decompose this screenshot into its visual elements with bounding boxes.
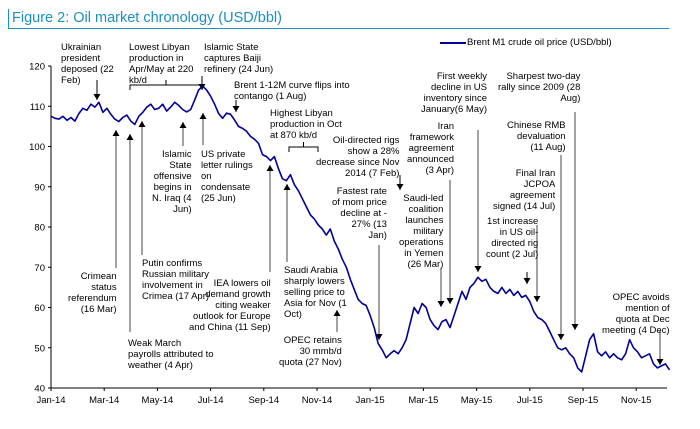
x-tick-label: Nov-15 (621, 395, 652, 406)
annotation-arrow-ukraine (93, 80, 101, 100)
y-tick-label: 40 (34, 384, 45, 395)
y-tick-label: 90 (34, 182, 45, 193)
y-tick-label: 100 (29, 142, 45, 153)
annotation-rmb: Chinese RMB devaluation (11 Aug) (507, 120, 566, 153)
x-tick-label: Jul-15 (517, 395, 543, 406)
x-tick-label: Jan-14 (36, 395, 65, 406)
arrow-head (126, 134, 134, 140)
annotation-arrow-rally (571, 112, 579, 330)
annotation-arrow-rig-increase (523, 272, 531, 284)
annotation-opec-nov: OPEC retains 30 mmb/d quota (27 Nov) (279, 335, 342, 368)
arrow-head (283, 184, 291, 190)
annotation-rig-increase: 1st increase in US oil- directed rig cou… (486, 216, 539, 260)
annotation-crimea-referendum: Crimean status referendum (16 Mar) (68, 271, 117, 315)
annotation-arrow-iea (266, 165, 274, 272)
bracket-line (288, 146, 319, 152)
annotation-arrows (93, 76, 664, 365)
arrow-head (232, 106, 240, 112)
series-line-brent (50, 85, 671, 373)
figure-header: Figure 2: Oil market chronology (USD/bbl… (8, 9, 669, 29)
arrow-head (138, 121, 146, 127)
x-tick-label: Jan-15 (356, 395, 385, 406)
arrow-head (112, 130, 120, 136)
arrow-head (557, 334, 565, 340)
annotation-is-iraq: Islamic State offensive begins in N. Ira… (152, 149, 192, 215)
annotation-jcpoa: Final Iran JCPOA agreement signed (14 Ju… (493, 168, 556, 212)
arrow-head (474, 266, 482, 272)
arrow-head (533, 296, 541, 302)
annotation-arrow-opec-nov (333, 310, 341, 332)
arrow-head (571, 324, 579, 330)
annotation-fastest-rate: Fastest rate of mom price decline at - 2… (332, 186, 387, 241)
series-layer (50, 85, 671, 373)
x-tick-label: Nov-14 (302, 395, 333, 406)
annotation-is-baiji: Islamic State captures Baiji refinery (2… (204, 42, 274, 75)
annotation-arrow-weak-march (126, 134, 134, 332)
arrow-head (199, 113, 207, 119)
annotation-libya-low: Lowest Libyan production in Apr/May at 2… (129, 42, 194, 86)
y-tick-label: 110 (30, 102, 45, 113)
annotation-weak-march: Weak March payrolls attributed to weathe… (128, 338, 214, 371)
arrow-head (523, 278, 531, 284)
legend-swatch (440, 41, 466, 44)
annotation-arrow-contango (232, 100, 240, 112)
annotation-arrow-saudi-asia (283, 184, 291, 262)
annotation-saudi-asia: Saudi Arabia sharply lowers selling pric… (284, 265, 347, 320)
arrow-head (437, 301, 445, 307)
annotation-arrow-iran-framework (446, 180, 454, 304)
arrow-head (656, 359, 664, 365)
x-tick-label: May-14 (142, 395, 174, 406)
arrow-head (396, 184, 404, 190)
annotation-arrow-jcpoa (533, 225, 541, 302)
x-tick-label: May-15 (461, 395, 493, 406)
annotation-arrow-us-letter (199, 113, 207, 145)
annotation-bracket-libya-high (288, 142, 319, 152)
arrow-head (446, 298, 454, 304)
arrow-head (266, 165, 274, 171)
annotation-arrow-saudi-yemen (437, 268, 445, 307)
annotation-contango: Brent 1-12M curve flips into contango (1… (234, 80, 350, 102)
annotation-rally: Sharpest two-day rally since 2009 (28 Au… (498, 71, 581, 104)
legend: Brent M1 crude oil price (USD/bbl) (440, 37, 612, 48)
annotation-libya-high: Highest Libyan production in Oct at 870 … (270, 108, 342, 141)
annotation-arrow-putin (138, 121, 146, 255)
annotation-arrow-rigs-feb (396, 175, 404, 190)
annotation-arrow-rmb (557, 155, 565, 340)
annotation-ukraine: Ukrainian president deposed (22 Feb) (61, 42, 114, 86)
x-tick-label: Jul-14 (198, 395, 224, 406)
annotation-rigs-feb: Oil-directed rigs show a 28% decrease si… (316, 135, 400, 179)
annotation-arrow-crimea-ref (112, 130, 120, 268)
annotation-saudi-yemen: Saudi-led coalition launches military op… (399, 193, 444, 270)
annotation-opec-dec: OPEC avoids mention of quota at Dec meet… (602, 292, 670, 336)
arrow-head (179, 122, 187, 128)
arrow-head (375, 334, 383, 340)
x-tick-label: Sep-15 (568, 395, 599, 406)
y-tick-label: 80 (34, 223, 45, 234)
axes: 40 50 60 70 80 90 100 110 120 Jan-14 Mar-14 May-14 J… (29, 62, 667, 406)
y-tick-label: 120 (29, 62, 45, 73)
annotation-us-letter: US private letter rulings on condensate … (201, 149, 253, 204)
y-tick-label: 50 (34, 343, 45, 354)
annotation-iran-framework: Iran framework agreement announced (3 Ap… (407, 121, 455, 176)
annotation-putin: Putin confirms Russian military involvem… (142, 258, 210, 302)
x-tick-label: Sep-14 (248, 395, 279, 406)
arrow-head (333, 310, 341, 316)
annotation-arrow-fastest-rate (375, 245, 383, 340)
annotation-arrow-us-inventory (474, 130, 482, 272)
legend-label: Brent M1 crude oil price (USD/bbl) (467, 37, 612, 48)
arrow-head (93, 94, 101, 100)
figure-title: Figure 2: Oil market chronology (USD/bbl… (12, 10, 282, 26)
x-tick-label: Mar-14 (89, 395, 119, 406)
y-tick-label: 70 (34, 263, 45, 274)
annotation-us-inventory: First weekly decline in US inventory sin… (421, 71, 487, 115)
annotation-arrow-is-iraq (179, 122, 187, 146)
annotation-iea: IEA lowers oil demand growth citing weak… (189, 278, 271, 333)
x-tick-label: Mar-15 (408, 395, 438, 406)
annotation-arrow-opec-dec (656, 330, 664, 365)
y-tick-label: 60 (34, 303, 45, 314)
